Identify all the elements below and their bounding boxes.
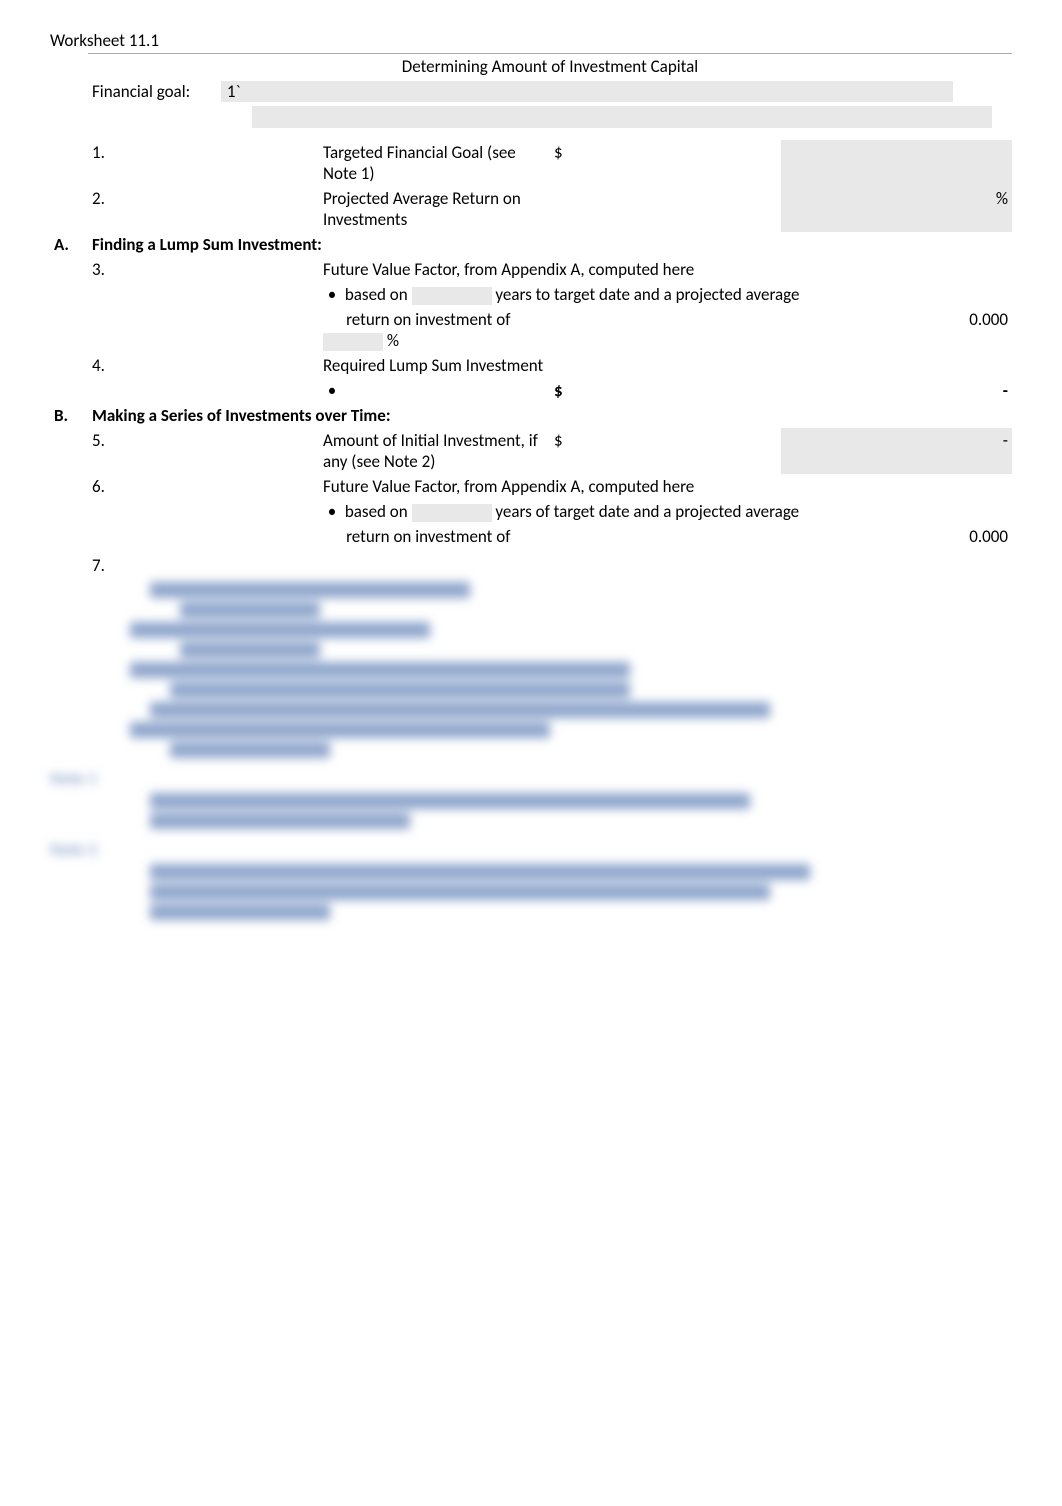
row-number: 5. [88, 428, 319, 474]
section-letter: B. [50, 403, 88, 428]
worksheet-table: Determining Amount of Investment Capital… [50, 53, 1012, 578]
row-text: Future Value Factor, from Appendix A, co… [319, 257, 1012, 282]
currency-symbol: $ [550, 378, 781, 403]
bullet-icon: • [323, 501, 341, 522]
goal-label: Financial goal: [92, 81, 190, 102]
years-input[interactable] [412, 504, 492, 522]
row-text: Required Lump Sum Investment [319, 353, 1012, 378]
based-on-label: based on [345, 284, 408, 305]
blurred-content [50, 864, 1012, 920]
page-title: Determining Amount of Investment Capital [88, 54, 1012, 80]
worksheet-page: Worksheet 11.1 Determining Amount of Inv… [0, 0, 1062, 974]
value-cell: - [781, 378, 1012, 403]
blurred-note-label: Note 2 [50, 839, 1012, 860]
row-text: Targeted Financial Goal (see Note 1) [319, 140, 550, 186]
blurred-content [50, 793, 1012, 829]
return-input[interactable] [323, 333, 383, 351]
value-cell: 0.000 [781, 524, 1012, 553]
based-on-label: based on [345, 501, 408, 522]
value-cell[interactable] [781, 140, 1012, 186]
row-number: 1. [88, 140, 319, 186]
section-a-title: Finding a Lump Sum Investment: [88, 232, 1012, 257]
row-number: 2. [88, 186, 319, 232]
row-number: 7. [88, 553, 319, 578]
row-number: 4. [88, 353, 319, 378]
return-label: return on investment of [346, 309, 510, 330]
currency-symbol: $ [550, 428, 781, 474]
section-letter: A. [50, 232, 88, 257]
row-text: Projected Average Return on Investments [319, 186, 550, 232]
percent-label: % [387, 330, 399, 351]
row-text: Future Value Factor, from Appendix A, co… [319, 474, 1012, 499]
section-b-title: Making a Series of Investments over Time… [88, 403, 1012, 428]
goal-input-line2[interactable] [252, 106, 992, 128]
value-cell[interactable]: % [781, 186, 1012, 232]
row-text-mid: years of target date and a projected ave… [495, 501, 799, 522]
bullet-icon: • [323, 284, 341, 305]
currency-symbol: $ [550, 140, 781, 186]
goal-input[interactable]: 1` [221, 81, 953, 102]
years-input[interactable] [412, 287, 492, 305]
bullet-icon: • [323, 380, 341, 401]
value-cell[interactable]: - [781, 428, 1012, 474]
row-number: 6. [88, 474, 319, 499]
value-cell: 0.000 [781, 307, 1012, 353]
worksheet-number: Worksheet 11.1 [50, 30, 1012, 51]
row-text: Amount of Initial Investment, if any (se… [319, 428, 550, 474]
blurred-content [50, 582, 1012, 758]
return-label: return on investment of [346, 526, 510, 547]
blurred-note-label: Note 1 [50, 768, 1012, 789]
row-number: 3. [88, 257, 319, 282]
row-text-mid: years to target date and a projected ave… [495, 284, 799, 305]
